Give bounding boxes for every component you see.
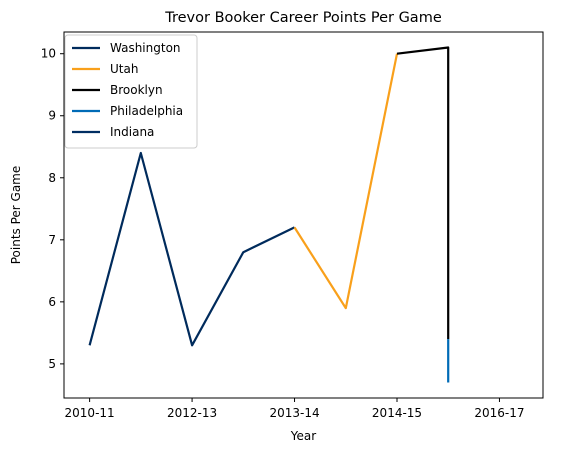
y-tick-label: 6	[48, 295, 56, 309]
y-tick-label: 5	[48, 357, 56, 371]
x-tick-label: 2012-13	[167, 406, 217, 420]
plot-frame	[63, 31, 544, 399]
x-tick-label: 2016-17	[474, 406, 524, 420]
y-tick-label: 8	[48, 171, 56, 185]
y-tick-label: 10	[41, 47, 56, 61]
x-axis-ticks: 2010-11 2012-13 2013-14 2014-15 2016-17	[65, 398, 525, 420]
chart-title: Trevor Booker Career Points Per Game	[164, 10, 442, 26]
legend-label: Washington	[110, 41, 181, 55]
y-axis-label: Points Per Game	[9, 166, 23, 265]
plot-lines	[88, 46, 450, 383]
x-tick-label: 2010-11	[65, 406, 115, 420]
legend-label: Utah	[110, 62, 138, 76]
series-line-0	[88, 151, 295, 347]
y-tick-label: 9	[48, 109, 56, 123]
series-line-2	[396, 46, 450, 340]
x-axis-label: Year	[290, 429, 316, 443]
y-axis-ticks: 5 6 7 8 9 10	[41, 47, 64, 371]
legend-label: Indiana	[110, 125, 154, 139]
legend-label: Brooklyn	[110, 83, 163, 97]
series-line-1	[293, 53, 399, 310]
x-tick-label: 2014-15	[372, 406, 422, 420]
y-tick-label: 7	[48, 233, 56, 247]
legend: Washington Utah Brooklyn Philadelphia Indian…	[64, 34, 198, 149]
legend-box	[64, 34, 198, 149]
legend-label: Philadelphia	[110, 104, 183, 118]
x-tick-label: 2013-14	[269, 406, 319, 420]
